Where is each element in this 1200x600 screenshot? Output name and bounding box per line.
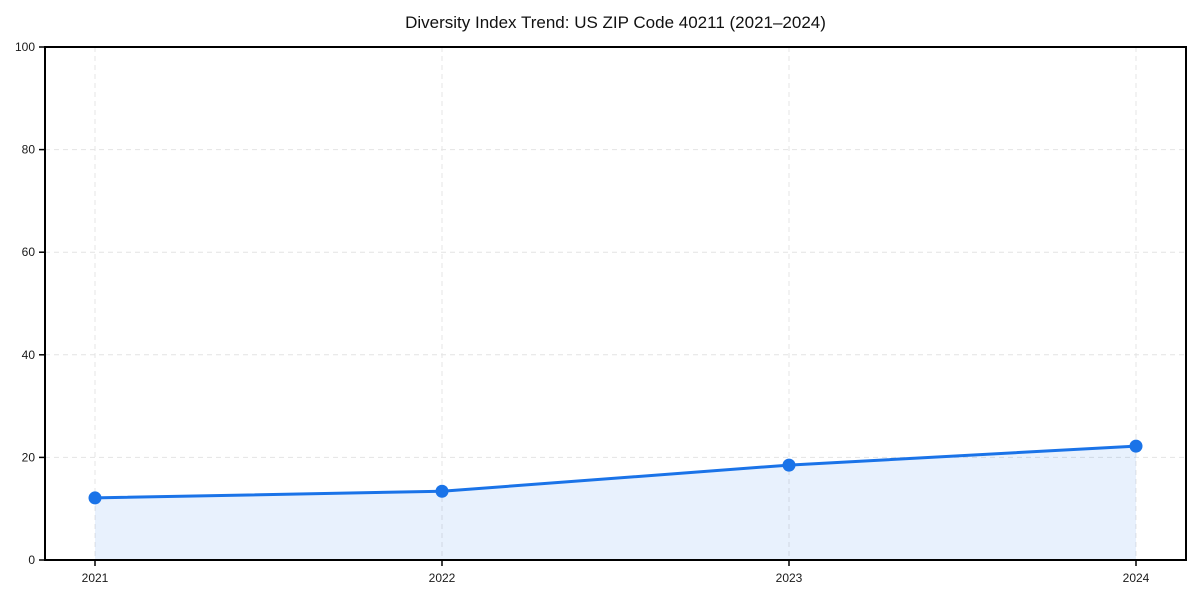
x-tick-label: 2021 [82, 571, 109, 585]
trend-line [93, 444, 1138, 500]
area-fill [95, 446, 1136, 560]
x-tick-label: 2022 [429, 571, 456, 585]
x-tick-label: 2024 [1123, 571, 1150, 585]
chart-title: Diversity Index Trend: US ZIP Code 40211… [405, 13, 826, 32]
y-tick-label: 60 [22, 245, 36, 259]
data-point [1129, 439, 1143, 453]
data-point [435, 484, 449, 498]
y-tick-label: 100 [15, 40, 35, 54]
y-tick-label: 20 [22, 450, 36, 464]
data-point [782, 458, 796, 472]
plot-border [44, 46, 1187, 561]
data-point [88, 491, 102, 505]
y-tick-label: 40 [22, 348, 36, 362]
x-tick-label: 2023 [776, 571, 803, 585]
y-tick-label: 80 [22, 143, 36, 157]
y-tick-label: 0 [28, 553, 35, 567]
